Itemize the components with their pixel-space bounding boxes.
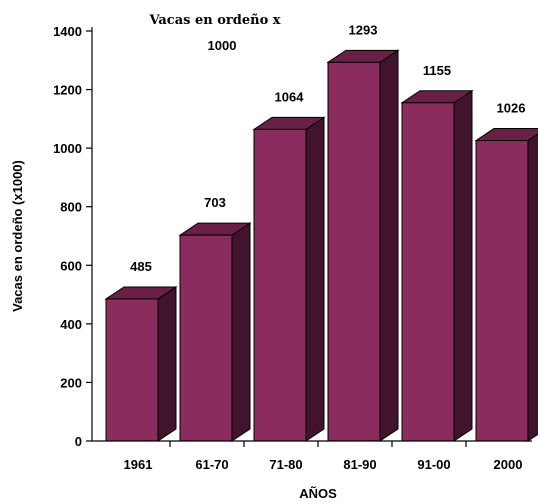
bar-side	[231, 222, 251, 442]
y-axis: 0 200 400 600 800 1000 1200 1400	[53, 24, 93, 449]
y-tick-label: 0	[75, 434, 82, 449]
bar-side	[527, 133, 538, 442]
x-tick-label: 81-90	[343, 457, 376, 472]
bar	[252, 116, 326, 442]
y-tick-label: 200	[60, 375, 82, 390]
bar-side	[453, 89, 473, 442]
bar-front	[179, 234, 233, 442]
x-axis-label: AÑOS	[299, 486, 337, 501]
bar-side	[305, 116, 325, 442]
data-label: 1064	[275, 89, 305, 104]
x-tick-label: 91-00	[417, 457, 450, 472]
bar	[104, 286, 178, 442]
bar	[474, 128, 538, 442]
bar-front	[105, 298, 159, 442]
y-tick-label: 1200	[53, 83, 82, 98]
bar-side	[157, 286, 177, 442]
y-tick-label: 1000	[53, 141, 82, 156]
bar-front	[475, 140, 529, 442]
bar-front	[253, 128, 307, 442]
x-tick-label: 2000	[494, 457, 523, 472]
data-label: 1026	[497, 101, 526, 116]
y-axis-label: Vacas en ordeño (x1000)	[10, 160, 25, 312]
x-tick-label: 1961	[124, 457, 153, 472]
chart-subtitle: 1000	[208, 38, 237, 53]
y-tick-label: 400	[60, 317, 82, 332]
data-label: 1293	[349, 22, 378, 37]
bar	[400, 89, 474, 442]
bar-top	[474, 128, 538, 142]
y-tick-label: 1400	[53, 24, 82, 39]
bar-front	[327, 61, 381, 442]
bar	[178, 222, 252, 442]
x-tick-label: 61-70	[195, 457, 228, 472]
y-tick-label: 600	[60, 258, 82, 273]
bar-front	[401, 102, 455, 442]
bar-side	[379, 49, 399, 442]
data-label: 485	[130, 259, 152, 274]
chart-title: Vacas en ordeño x	[148, 13, 280, 28]
bars: 485 703 1064 1293 1155 1026	[104, 22, 538, 442]
x-tick-label: 71-80	[269, 457, 302, 472]
x-axis: 1961 61-70 71-80 81-90 91-00 2000	[92, 440, 532, 472]
data-label: 1155	[423, 63, 451, 78]
bar	[326, 49, 400, 442]
y-tick-label: 800	[60, 200, 82, 215]
data-label: 703	[204, 195, 226, 210]
